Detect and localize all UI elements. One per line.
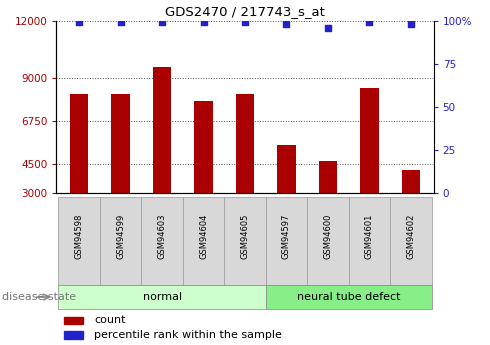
Text: GSM94603: GSM94603 <box>158 214 167 259</box>
Bar <box>153 67 172 193</box>
Bar <box>236 93 254 193</box>
Text: GSM94600: GSM94600 <box>323 214 332 259</box>
Bar <box>318 161 337 193</box>
Point <box>241 20 249 25</box>
Text: GSM94604: GSM94604 <box>199 214 208 259</box>
Bar <box>183 197 224 285</box>
Text: percentile rank within the sample: percentile rank within the sample <box>94 330 282 340</box>
Bar <box>58 197 100 285</box>
Point <box>117 20 124 25</box>
Bar <box>111 93 130 193</box>
Bar <box>64 317 83 324</box>
Text: GSM94601: GSM94601 <box>365 214 374 259</box>
Bar <box>141 197 183 285</box>
Bar <box>360 88 379 193</box>
Text: GSM94602: GSM94602 <box>406 214 416 259</box>
Bar <box>70 93 89 193</box>
Text: GSM94599: GSM94599 <box>116 214 125 259</box>
Point <box>199 20 207 25</box>
Point <box>75 20 83 25</box>
Bar <box>58 285 266 309</box>
Bar <box>307 197 349 285</box>
Bar <box>266 197 307 285</box>
Bar <box>401 170 420 193</box>
Text: disease state: disease state <box>2 292 76 302</box>
Point <box>407 21 415 27</box>
Bar <box>390 197 432 285</box>
Bar <box>277 145 296 193</box>
Text: neural tube defect: neural tube defect <box>297 292 400 302</box>
Text: count: count <box>94 315 125 325</box>
Text: GSM94605: GSM94605 <box>241 214 249 259</box>
Point <box>324 25 332 30</box>
Point <box>158 20 166 25</box>
Title: GDS2470 / 217743_s_at: GDS2470 / 217743_s_at <box>165 5 325 18</box>
Bar <box>266 285 432 309</box>
Point <box>366 20 373 25</box>
Bar <box>224 197 266 285</box>
Bar <box>64 331 83 339</box>
Text: GSM94598: GSM94598 <box>74 214 84 259</box>
Point <box>283 21 291 27</box>
Bar <box>100 197 141 285</box>
Bar <box>349 197 390 285</box>
Text: normal: normal <box>143 292 182 302</box>
Text: GSM94597: GSM94597 <box>282 214 291 259</box>
Bar <box>194 101 213 193</box>
